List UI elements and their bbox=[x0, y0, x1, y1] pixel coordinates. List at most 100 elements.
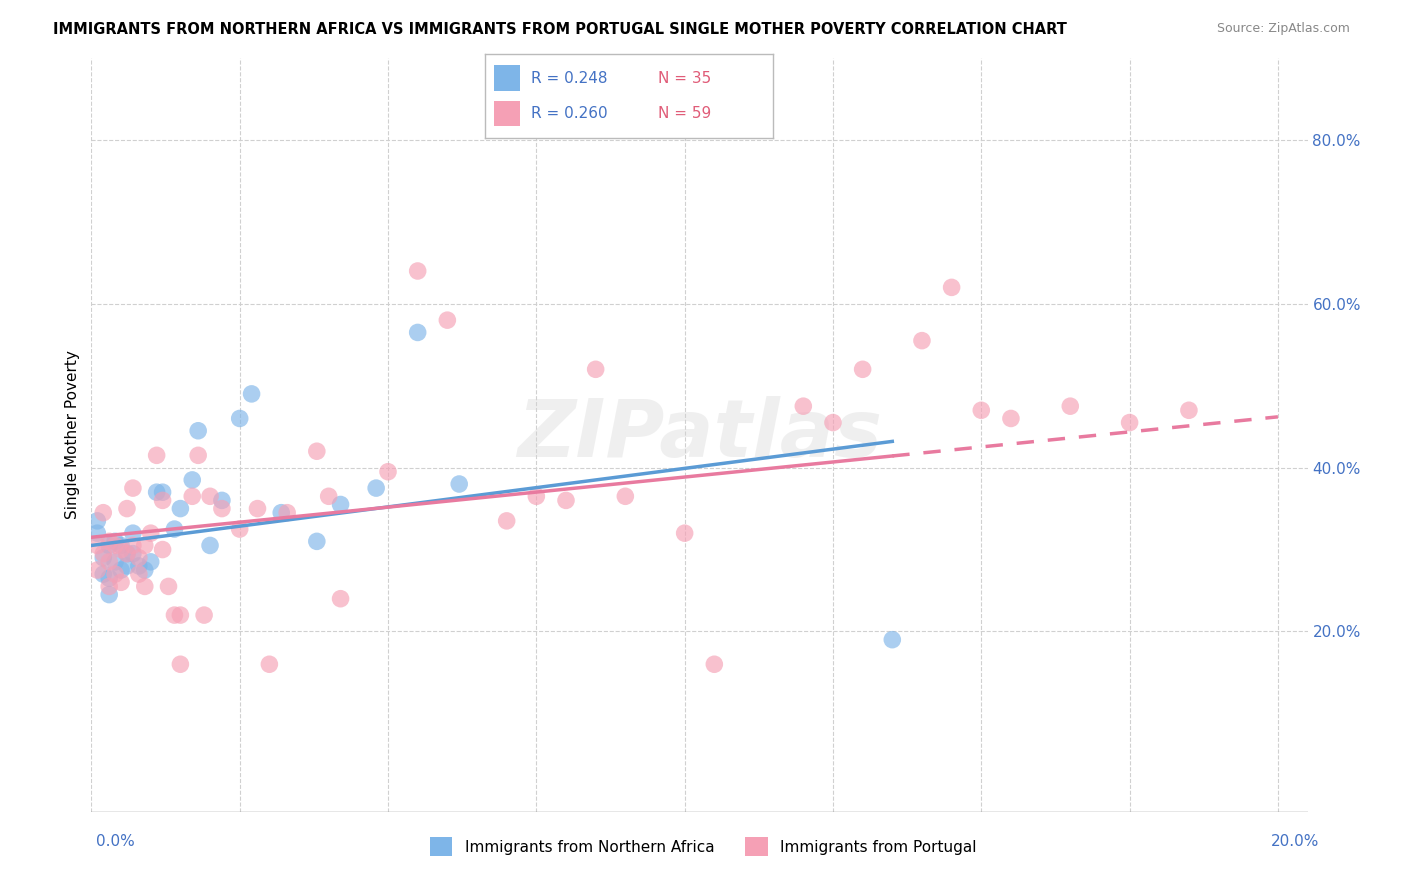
Text: N = 35: N = 35 bbox=[658, 70, 711, 86]
Point bbox=[406, 264, 429, 278]
Point bbox=[970, 403, 993, 417]
Point bbox=[157, 579, 180, 593]
Point bbox=[110, 538, 132, 552]
Point bbox=[270, 506, 292, 520]
Point bbox=[240, 387, 263, 401]
Point bbox=[163, 522, 186, 536]
Point bbox=[259, 657, 281, 672]
Point bbox=[246, 501, 269, 516]
Point bbox=[86, 514, 108, 528]
Point bbox=[98, 571, 121, 585]
Y-axis label: Single Mother Poverty: Single Mother Poverty bbox=[65, 351, 80, 519]
Text: N = 59: N = 59 bbox=[658, 106, 711, 121]
Point bbox=[104, 567, 127, 582]
Point bbox=[98, 555, 121, 569]
Point bbox=[98, 534, 121, 549]
Point bbox=[145, 485, 167, 500]
Point bbox=[115, 501, 138, 516]
Point bbox=[329, 591, 352, 606]
Point bbox=[104, 538, 127, 552]
Point bbox=[852, 362, 875, 376]
Point bbox=[86, 538, 108, 552]
Point bbox=[524, 489, 547, 503]
Point bbox=[115, 558, 138, 573]
Point bbox=[187, 448, 209, 462]
Point bbox=[134, 538, 156, 552]
Point bbox=[911, 334, 934, 348]
Point bbox=[128, 550, 150, 565]
Point bbox=[145, 448, 167, 462]
Text: Source: ZipAtlas.com: Source: ZipAtlas.com bbox=[1216, 22, 1350, 36]
Point bbox=[110, 563, 132, 577]
Point bbox=[1000, 411, 1022, 425]
Point bbox=[882, 632, 904, 647]
Point bbox=[98, 588, 121, 602]
Point bbox=[115, 547, 138, 561]
Point bbox=[449, 477, 471, 491]
Point bbox=[104, 555, 127, 569]
Point bbox=[128, 558, 150, 573]
Point bbox=[305, 444, 328, 458]
Point bbox=[821, 416, 844, 430]
Point bbox=[198, 538, 221, 552]
Point bbox=[1118, 416, 1140, 430]
Point bbox=[585, 362, 607, 376]
Point bbox=[495, 514, 517, 528]
Point bbox=[91, 506, 114, 520]
Point bbox=[91, 547, 114, 561]
Point bbox=[318, 489, 340, 503]
Point bbox=[193, 608, 215, 623]
Point bbox=[211, 501, 233, 516]
Point bbox=[555, 493, 578, 508]
Text: R = 0.260: R = 0.260 bbox=[531, 106, 607, 121]
Text: 20.0%: 20.0% bbox=[1271, 834, 1319, 848]
Point bbox=[152, 493, 174, 508]
Point bbox=[703, 657, 725, 672]
Point bbox=[276, 506, 298, 520]
Point bbox=[187, 424, 209, 438]
Point bbox=[122, 481, 145, 495]
Point bbox=[86, 526, 108, 541]
Point bbox=[1178, 403, 1201, 417]
Point bbox=[614, 489, 637, 503]
Point bbox=[169, 657, 191, 672]
Point bbox=[110, 575, 132, 590]
Point bbox=[792, 399, 814, 413]
Point bbox=[366, 481, 388, 495]
Text: IMMIGRANTS FROM NORTHERN AFRICA VS IMMIGRANTS FROM PORTUGAL SINGLE MOTHER POVERT: IMMIGRANTS FROM NORTHERN AFRICA VS IMMIG… bbox=[53, 22, 1067, 37]
Point bbox=[163, 608, 186, 623]
Point bbox=[673, 526, 696, 541]
Point bbox=[134, 579, 156, 593]
Text: R = 0.248: R = 0.248 bbox=[531, 70, 607, 86]
Point bbox=[228, 522, 250, 536]
Point bbox=[91, 567, 114, 582]
Point bbox=[98, 538, 121, 552]
Point bbox=[128, 567, 150, 582]
Bar bbox=[494, 65, 520, 91]
Text: ZIPatlas: ZIPatlas bbox=[517, 396, 882, 474]
Point bbox=[139, 555, 162, 569]
Text: 0.0%: 0.0% bbox=[96, 834, 135, 848]
Point bbox=[152, 485, 174, 500]
Point bbox=[152, 542, 174, 557]
Point bbox=[406, 326, 429, 340]
Legend: Immigrants from Northern Africa, Immigrants from Portugal: Immigrants from Northern Africa, Immigra… bbox=[423, 831, 983, 862]
Point bbox=[228, 411, 250, 425]
Point bbox=[436, 313, 458, 327]
Point bbox=[134, 563, 156, 577]
Point bbox=[198, 489, 221, 503]
Point bbox=[169, 501, 191, 516]
Point bbox=[181, 473, 204, 487]
Point bbox=[329, 498, 352, 512]
Point bbox=[169, 608, 191, 623]
Point bbox=[122, 547, 145, 561]
Point bbox=[211, 493, 233, 508]
Point bbox=[91, 550, 114, 565]
Point bbox=[139, 526, 162, 541]
Point bbox=[941, 280, 963, 294]
Bar bbox=[494, 101, 520, 127]
Point bbox=[305, 534, 328, 549]
Point bbox=[115, 547, 138, 561]
Point bbox=[377, 465, 399, 479]
Point bbox=[104, 534, 127, 549]
